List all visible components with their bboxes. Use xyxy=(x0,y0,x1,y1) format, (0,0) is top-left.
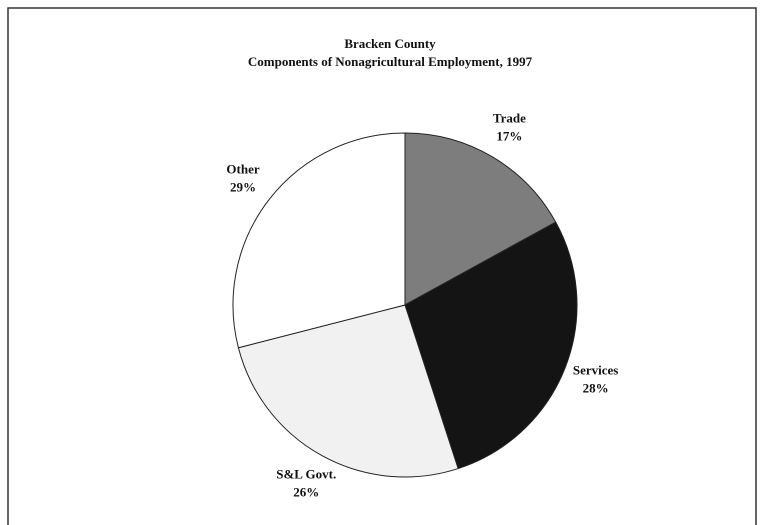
slice-label: Services xyxy=(573,362,618,377)
pie-slice xyxy=(404,132,557,306)
slice-label: Trade xyxy=(493,111,526,126)
slice-value: 26% xyxy=(293,485,319,500)
slice-value: 28% xyxy=(583,380,609,395)
chart-subtitle: Components of Nonagricultural Employment… xyxy=(248,54,533,69)
chart-title: Bracken County xyxy=(344,36,436,51)
pie-slice xyxy=(237,304,459,478)
slice-label: S&L Govt. xyxy=(276,467,336,482)
pie-slice xyxy=(232,132,406,349)
pie-slice xyxy=(404,221,578,470)
slice-value: 17% xyxy=(496,129,522,144)
slice-value: 29% xyxy=(230,179,256,194)
slice-label: Other xyxy=(226,161,259,176)
